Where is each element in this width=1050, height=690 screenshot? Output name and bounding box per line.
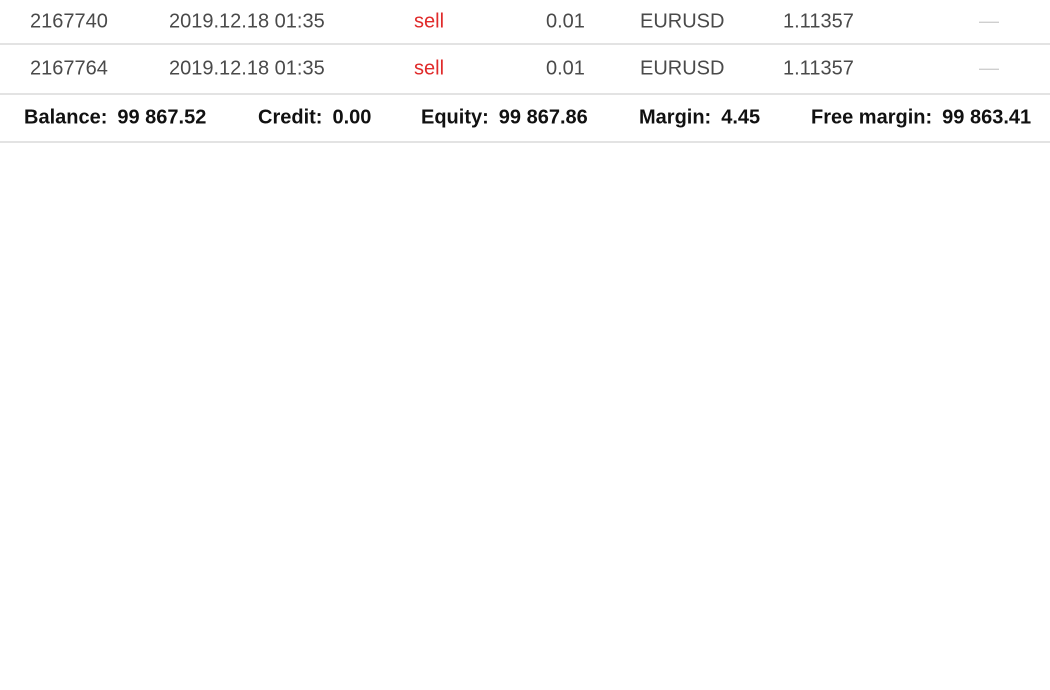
- price-cell: 1.11357: [783, 10, 854, 32]
- equity-summary: Equity: 99 867.86: [421, 107, 588, 130]
- margin-label: Margin:: [639, 106, 712, 129]
- equity-label: Equity:: [421, 106, 489, 129]
- credit-value: 0.00: [332, 106, 372, 129]
- equity-value: 99 867.86: [498, 106, 588, 129]
- free-margin-summary: Free margin: 99 863.41: [811, 107, 1031, 130]
- balance-summary: Balance: 99 867.52: [24, 107, 206, 130]
- type-cell: sell: [414, 10, 445, 32]
- margin-value: 4.45: [721, 106, 761, 129]
- symbol-cell: EURUSD: [640, 57, 725, 80]
- time-cell: 2019.12.18 01:35: [169, 57, 325, 80]
- symbol-cell: EURUSD: [640, 10, 725, 32]
- volume-cell: 0.01: [546, 10, 585, 32]
- ticket-cell: 2167764: [30, 57, 108, 80]
- table-row[interactable]: 2167740 2019.12.18 01:35 sell 0.01 EURUS…: [0, 0, 1050, 45]
- type-cell: sell: [414, 57, 445, 80]
- table-row[interactable]: 2167764 2019.12.18 01:35 sell 0.01 EURUS…: [0, 45, 1050, 95]
- ticket-cell: 2167740: [30, 10, 108, 32]
- empty-value-cell: —: [979, 10, 999, 32]
- empty-value-cell: —: [979, 57, 999, 80]
- account-summary: Balance: 99 867.52 Credit: 0.00 Equity: 99 …: [0, 95, 1050, 143]
- credit-summary: Credit: 0.00: [258, 107, 371, 130]
- price-cell: 1.11357: [783, 57, 854, 80]
- balance-label: Balance:: [24, 106, 108, 129]
- free-margin-value: 99 863.41: [942, 106, 1032, 129]
- time-cell: 2019.12.18 01:35: [169, 10, 325, 32]
- positions-table: 2167740 2019.12.18 01:35 sell 0.01 EURUS…: [0, 0, 1050, 95]
- credit-label: Credit:: [258, 106, 323, 129]
- margin-summary: Margin: 4.45: [639, 107, 760, 130]
- balance-value: 99 867.52: [117, 106, 207, 129]
- free-margin-label: Free margin:: [811, 106, 933, 129]
- volume-cell: 0.01: [546, 57, 585, 80]
